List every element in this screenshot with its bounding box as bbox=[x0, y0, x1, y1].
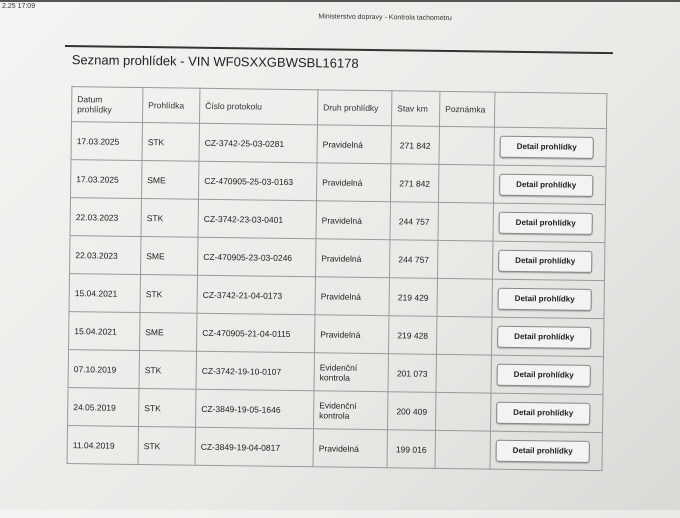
cell-note bbox=[435, 354, 492, 394]
detail-button[interactable]: Detail prohlídky bbox=[499, 173, 594, 197]
top-edge bbox=[0, 0, 680, 2]
cell-date: 07.10.2019 bbox=[68, 349, 140, 389]
inspections-table: Datum prohlídky Prohlídka Číslo protokol… bbox=[67, 86, 608, 471]
cell-date: 24.05.2019 bbox=[67, 387, 140, 427]
cell-action: Detail prohlídky bbox=[490, 355, 604, 395]
cell-inspection: STK bbox=[138, 426, 196, 466]
col-action bbox=[494, 92, 607, 129]
detail-button[interactable]: Detail prohlídky bbox=[498, 211, 593, 235]
col-km: Stav km bbox=[391, 90, 440, 127]
cell-inspection: SME bbox=[140, 236, 198, 276]
cell-action: Detail prohlídky bbox=[492, 203, 606, 243]
cell-action: Detail prohlídky bbox=[489, 431, 603, 471]
col-date: Datum prohlídky bbox=[71, 86, 143, 123]
cell-inspection: STK bbox=[141, 122, 200, 162]
cell-protocol: CZ-470905-25-03-0163 bbox=[198, 161, 317, 201]
cell-protocol: CZ-3742-25-03-0281 bbox=[198, 123, 318, 163]
detail-button[interactable]: Detail prohlídky bbox=[499, 135, 594, 159]
cell-date: 17.03.2025 bbox=[71, 121, 143, 161]
cell-inspection: STK bbox=[139, 350, 197, 390]
cell-protocol: CZ-3849-19-04-0817 bbox=[195, 427, 314, 467]
cell-km: 199 016 bbox=[386, 429, 436, 469]
cell-note bbox=[437, 240, 493, 280]
table-row: 11.04.2019 STK CZ-3849-19-04-0817 Pravideln… bbox=[67, 425, 603, 471]
cell-kind: Pravidelná bbox=[313, 428, 388, 468]
cell-note bbox=[438, 164, 494, 204]
detail-button[interactable]: Detail prohlídky bbox=[498, 249, 593, 273]
detail-button[interactable]: Detail prohlídky bbox=[496, 363, 591, 387]
cell-note bbox=[436, 278, 493, 318]
detail-button[interactable]: Detail prohlídky bbox=[497, 325, 592, 349]
cell-date: 15.04.2021 bbox=[69, 273, 141, 313]
detail-button[interactable]: Detail prohlídky bbox=[497, 287, 592, 311]
cell-action: Detail prohlídky bbox=[492, 241, 605, 281]
cell-action: Detail prohlídky bbox=[490, 393, 603, 433]
cell-km: 201 073 bbox=[387, 353, 437, 393]
cell-inspection: STK bbox=[140, 198, 199, 238]
cell-km: 219 429 bbox=[388, 277, 438, 317]
col-inspection: Prohlídka bbox=[142, 87, 200, 124]
cell-kind: Pravidelná bbox=[314, 314, 389, 354]
cell-km: 244 757 bbox=[389, 201, 439, 241]
cell-note bbox=[436, 316, 492, 356]
cell-protocol: CZ-3849-19-05-1646 bbox=[195, 389, 314, 429]
cell-action: Detail prohlídky bbox=[491, 317, 604, 357]
cell-date: 15.04.2021 bbox=[68, 311, 141, 351]
cell-date: 22.03.2023 bbox=[69, 235, 141, 275]
cell-action: Detail prohlídky bbox=[493, 127, 607, 167]
col-protocol: Číslo protokolu bbox=[199, 88, 318, 125]
cell-km: 271 842 bbox=[390, 163, 439, 203]
cell-km: 200 409 bbox=[387, 391, 436, 431]
cell-protocol: CZ-470905-23-03-0246 bbox=[197, 237, 316, 277]
cell-protocol: CZ-3742-23-03-0401 bbox=[197, 199, 317, 239]
cell-date: 22.03.2023 bbox=[70, 197, 142, 237]
cell-kind: Pravidelná bbox=[314, 276, 390, 316]
cell-inspection: STK bbox=[140, 274, 198, 314]
cell-inspection: STK bbox=[138, 388, 197, 428]
cell-kind: Evidenční kontrola bbox=[313, 352, 389, 392]
cell-km: 219 428 bbox=[388, 315, 437, 355]
cell-kind: Pravidelná bbox=[315, 200, 391, 240]
cell-note bbox=[437, 202, 494, 242]
cell-note bbox=[438, 126, 495, 166]
cell-kind: Pravidelná bbox=[316, 162, 391, 202]
print-timestamp: 2.25 17:09 bbox=[2, 3, 36, 10]
cell-note bbox=[434, 430, 491, 470]
cell-action: Detail prohlídky bbox=[493, 165, 606, 205]
cell-action: Detail prohlídky bbox=[491, 279, 605, 319]
print-header: Ministerstvo dopravy - Kontrola tachomet… bbox=[318, 13, 452, 23]
cell-km: 244 757 bbox=[389, 239, 438, 279]
cell-inspection: SME bbox=[139, 312, 198, 352]
cell-date: 17.03.2025 bbox=[70, 159, 142, 199]
col-note: Poznámka bbox=[439, 91, 495, 128]
cell-protocol: CZ-470905-21-04-0115 bbox=[196, 313, 315, 353]
cell-kind: Pravidelná bbox=[316, 124, 392, 164]
col-kind: Druh prohlídky bbox=[317, 89, 392, 126]
cell-date: 11.04.2019 bbox=[67, 425, 139, 465]
cell-kind: Pravidelná bbox=[315, 238, 390, 278]
cell-kind: Evidenční kontrola bbox=[313, 390, 388, 430]
cell-km: 271 842 bbox=[390, 125, 440, 165]
cell-inspection: SME bbox=[141, 160, 199, 200]
cell-note bbox=[435, 392, 491, 432]
cell-protocol: CZ-3742-19-10-0107 bbox=[196, 351, 315, 391]
cell-protocol: CZ-3742-21-04-0173 bbox=[197, 275, 316, 315]
detail-button[interactable]: Detail prohlídky bbox=[496, 401, 591, 425]
page-title: Seznam prohlídek - VIN WF0SXXGBWSBL16178 bbox=[71, 52, 359, 71]
detail-button[interactable]: Detail prohlídky bbox=[495, 439, 590, 463]
